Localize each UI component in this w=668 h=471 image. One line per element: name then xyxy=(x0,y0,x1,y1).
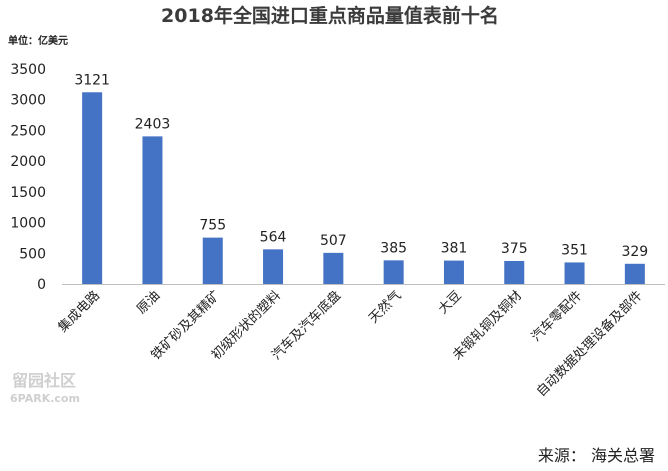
bar-8 xyxy=(564,262,585,284)
y-tick-label: 1500 xyxy=(10,185,46,201)
value-label-9: 329 xyxy=(621,244,648,260)
watermark-url: 6PARK.com xyxy=(10,392,80,405)
watermark-text: 留园社区 xyxy=(12,371,76,390)
y-tick-label: 2500 xyxy=(10,123,46,139)
value-label-6: 381 xyxy=(441,241,468,257)
value-label-8: 351 xyxy=(561,242,588,258)
bar-5 xyxy=(383,260,404,284)
category-label-5: 天然气 xyxy=(366,288,405,327)
value-label-3: 564 xyxy=(260,229,287,245)
category-label-8: 汽车零配件 xyxy=(528,288,585,345)
y-tick-label: 0 xyxy=(37,277,46,293)
bar-2 xyxy=(202,237,223,284)
value-label-4: 507 xyxy=(320,233,347,249)
value-label-1: 2403 xyxy=(135,116,171,132)
value-label-7: 375 xyxy=(501,241,528,257)
bar-9 xyxy=(624,263,645,284)
bar-7 xyxy=(504,260,525,284)
category-label-9: 自动数据处理设备及部件 xyxy=(533,288,645,400)
category-label-6: 大豆 xyxy=(436,288,465,317)
source-label: 来源： 海关总署 xyxy=(538,446,655,465)
value-label-5: 385 xyxy=(380,240,407,256)
y-tick-label: 500 xyxy=(19,246,46,262)
value-label-2: 755 xyxy=(199,218,226,234)
chart-title: 2018年全国进口重点商品量值表前十名 xyxy=(161,4,499,27)
bar-6 xyxy=(443,260,464,284)
y-tick-label: 3500 xyxy=(10,62,46,78)
y-tick-label: 2000 xyxy=(10,154,46,170)
bar-4 xyxy=(323,252,344,284)
y-axis: 0 500 1000 1500 2000 2500 3000 3500 xyxy=(10,62,46,293)
y-tick-label: 3000 xyxy=(10,93,46,109)
bar-0 xyxy=(82,92,103,284)
unit-label: 单位：亿美元 xyxy=(8,34,68,47)
bar-3 xyxy=(263,249,284,284)
category-label-1: 原油 xyxy=(134,288,163,317)
bars: 3121集成电路2403原油755铁矿砂及其精矿564初级形状的塑料507汽车及… xyxy=(55,72,648,400)
bar-1 xyxy=(142,136,163,284)
y-tick-label: 1000 xyxy=(10,216,46,232)
category-label-0: 集成电路 xyxy=(55,288,103,336)
value-label-0: 3121 xyxy=(74,72,110,88)
